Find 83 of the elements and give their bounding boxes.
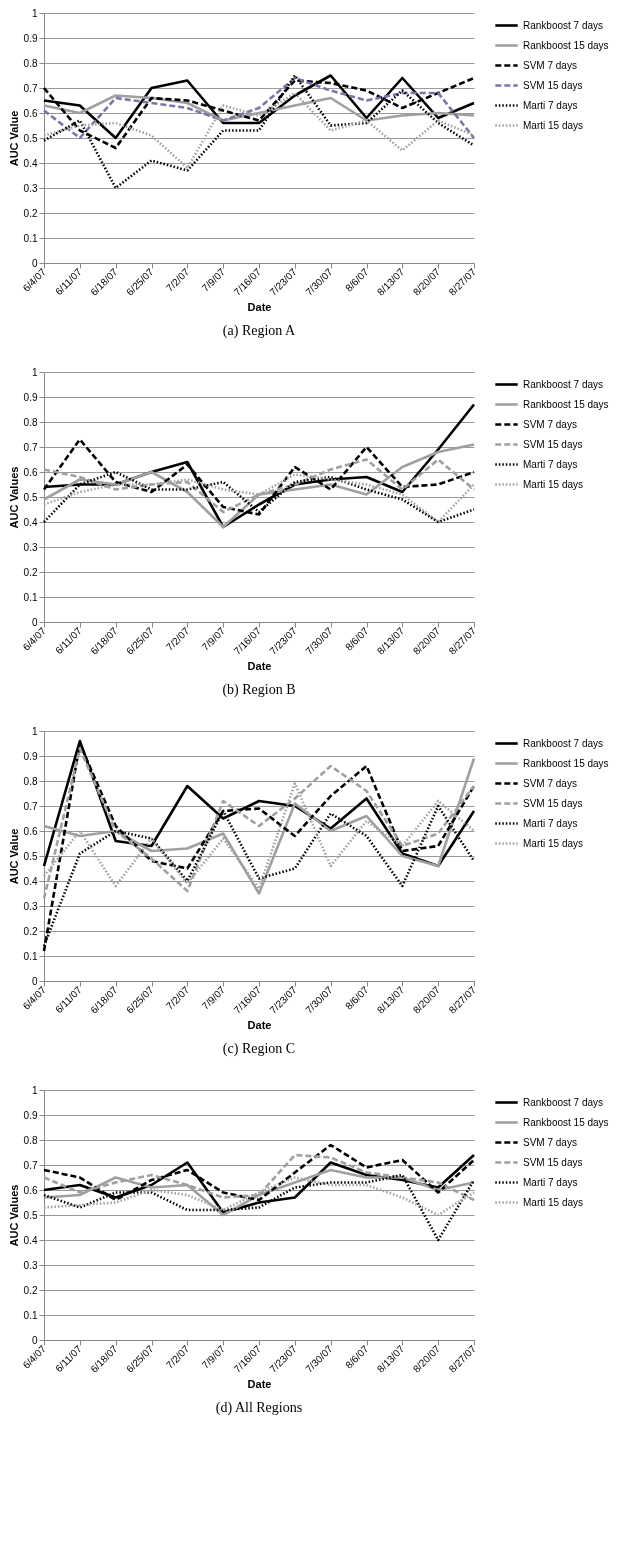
legend-label: SVM 7 days xyxy=(523,1136,577,1148)
legend-label: Rankboost 7 days xyxy=(523,737,604,749)
text: (c) Region C xyxy=(222,1041,296,1058)
text: (d) All Regions xyxy=(215,1400,303,1417)
y-tick-label: 0.9 xyxy=(23,750,38,762)
y-tick-label: 1 xyxy=(31,366,38,378)
line-series xyxy=(42,443,476,529)
y-tick-label: 0.5 xyxy=(23,1209,38,1221)
y-tick-label: 0.2 xyxy=(23,566,38,578)
x-axis-title: Date xyxy=(247,1377,272,1390)
y-tick-label: 0.5 xyxy=(23,132,38,144)
y-axis-title: AUC Value xyxy=(7,110,20,167)
y-tick-label: 0.4 xyxy=(23,875,38,887)
legend-label: Marti 7 days xyxy=(523,817,578,829)
legend-label: Rankboost 7 days xyxy=(523,1096,604,1108)
legend-label: SVM 7 days xyxy=(523,418,577,430)
legend-label: SVM 15 days xyxy=(523,438,583,450)
legend-label: Marti 15 days xyxy=(523,119,584,131)
legend-label: Marti 7 days xyxy=(523,458,578,470)
y-tick-label: 1 xyxy=(31,1084,38,1096)
x-axis-title: Date xyxy=(247,659,272,672)
legend-label: Marti 7 days xyxy=(523,99,578,111)
y-tick-label: 0.3 xyxy=(23,1259,38,1271)
y-tick-label: 0.4 xyxy=(23,1234,38,1246)
legend-label: SVM 15 days xyxy=(523,1156,583,1168)
y-tick-label: 0.1 xyxy=(23,950,38,962)
legend-label: SVM 15 days xyxy=(523,797,583,809)
legend-label: Rankboost 7 days xyxy=(523,378,604,390)
legend-label: SVM 7 days xyxy=(523,777,577,789)
legend-label: Rankboost 15 days xyxy=(523,757,609,769)
y-tick-label: 0.7 xyxy=(23,1159,38,1171)
y-tick-label: 0.3 xyxy=(23,900,38,912)
legend-label: Marti 15 days xyxy=(523,478,584,490)
text: (b) Region B xyxy=(222,682,296,699)
y-axis-title: AUC Values xyxy=(7,466,20,529)
legend-label: Marti 7 days xyxy=(523,1176,578,1188)
y-tick-label: 0.6 xyxy=(23,466,38,478)
y-tick-label: 0.1 xyxy=(23,1309,38,1321)
y-tick-label: 0.7 xyxy=(23,82,38,94)
legend-label: Marti 15 days xyxy=(523,837,584,849)
y-tick-label: 0 xyxy=(31,616,38,628)
y-tick-label: 1 xyxy=(31,725,38,737)
y-axis-title: AUC Values xyxy=(7,1184,20,1247)
y-tick-label: 0.6 xyxy=(23,107,38,119)
y-tick-label: 0.7 xyxy=(23,441,38,453)
y-tick-label: 0.9 xyxy=(23,391,38,403)
line-series xyxy=(42,91,476,170)
line-series xyxy=(42,74,476,190)
y-tick-label: 0.1 xyxy=(23,591,38,603)
y-tick-label: 0 xyxy=(31,975,38,987)
y-tick-label: 0.5 xyxy=(23,850,38,862)
legend-label: Rankboost 15 days xyxy=(523,398,609,410)
y-tick-label: 0.4 xyxy=(23,516,38,528)
y-tick-label: 1 xyxy=(31,7,38,19)
legend-label: SVM 7 days xyxy=(523,59,577,71)
y-tick-label: 0.2 xyxy=(23,207,38,219)
y-tick-label: 0.2 xyxy=(23,1284,38,1296)
y-tick-label: 0.8 xyxy=(23,57,38,69)
legend-label: SVM 15 days xyxy=(523,79,583,91)
y-tick-label: 0.9 xyxy=(23,32,38,44)
y-axis-title: AUC Value xyxy=(7,828,20,885)
x-axis-title: Date xyxy=(247,300,272,313)
legend-label: Rankboost 7 days xyxy=(523,19,604,31)
y-tick-label: 0.9 xyxy=(23,1109,38,1121)
y-tick-label: 0.6 xyxy=(23,1184,38,1196)
y-tick-label: 0 xyxy=(31,1334,38,1346)
y-tick-label: 0.2 xyxy=(23,925,38,937)
y-tick-label: 0.8 xyxy=(23,416,38,428)
legend-label: Rankboost 15 days xyxy=(523,39,609,51)
y-tick-label: 0.8 xyxy=(23,775,38,787)
y-tick-label: 0.7 xyxy=(23,800,38,812)
y-tick-label: 0.3 xyxy=(23,541,38,553)
y-tick-label: 0 xyxy=(31,257,38,269)
y-tick-label: 0.4 xyxy=(23,157,38,169)
legend-label: Rankboost 15 days xyxy=(523,1116,609,1128)
x-axis-title: Date xyxy=(247,1018,272,1031)
legend-label: Marti 15 days xyxy=(523,1196,584,1208)
y-tick-label: 0.8 xyxy=(23,1134,38,1146)
y-tick-label: 0.6 xyxy=(23,825,38,837)
y-tick-label: 0.3 xyxy=(23,182,38,194)
y-tick-label: 0.5 xyxy=(23,491,38,503)
text: (a) Region A xyxy=(222,323,297,340)
y-tick-label: 0.1 xyxy=(23,232,38,244)
